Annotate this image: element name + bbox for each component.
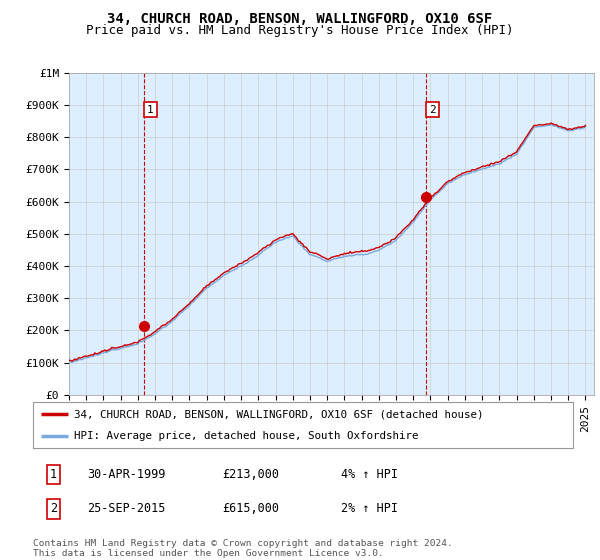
Text: £213,000: £213,000 xyxy=(222,468,279,481)
Text: 4% ↑ HPI: 4% ↑ HPI xyxy=(341,468,398,481)
Text: 1: 1 xyxy=(147,105,154,115)
Text: 2% ↑ HPI: 2% ↑ HPI xyxy=(341,502,398,515)
Text: 34, CHURCH ROAD, BENSON, WALLINGFORD, OX10 6SF (detached house): 34, CHURCH ROAD, BENSON, WALLINGFORD, OX… xyxy=(74,409,483,419)
Text: Contains HM Land Registry data © Crown copyright and database right 2024.
This d: Contains HM Land Registry data © Crown c… xyxy=(33,539,453,558)
Text: 1: 1 xyxy=(50,468,57,481)
Text: £615,000: £615,000 xyxy=(222,502,279,515)
Text: HPI: Average price, detached house, South Oxfordshire: HPI: Average price, detached house, Sout… xyxy=(74,431,418,441)
Text: 34, CHURCH ROAD, BENSON, WALLINGFORD, OX10 6SF: 34, CHURCH ROAD, BENSON, WALLINGFORD, OX… xyxy=(107,12,493,26)
Text: 2: 2 xyxy=(50,502,57,515)
Text: 2: 2 xyxy=(429,105,436,115)
Text: 25-SEP-2015: 25-SEP-2015 xyxy=(87,502,166,515)
Text: 30-APR-1999: 30-APR-1999 xyxy=(87,468,166,481)
Text: Price paid vs. HM Land Registry's House Price Index (HPI): Price paid vs. HM Land Registry's House … xyxy=(86,24,514,36)
